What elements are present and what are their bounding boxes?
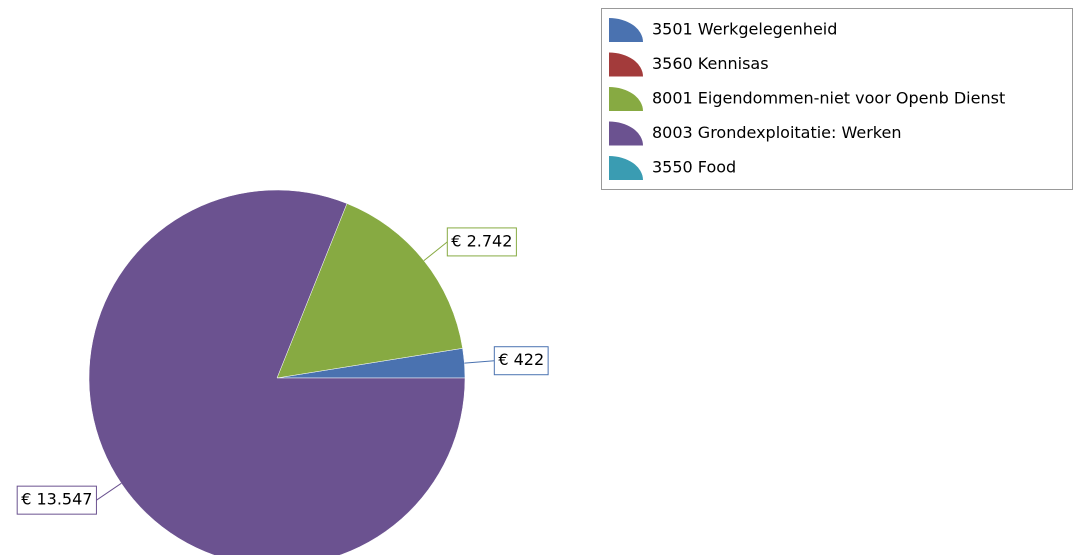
data-label: € 422 — [498, 350, 544, 369]
leader-line — [423, 241, 448, 262]
pie-slice — [88, 189, 466, 555]
legend-icon — [609, 121, 643, 146]
legend-icon — [609, 18, 643, 42]
data-label: € 13.547 — [21, 490, 92, 509]
legend-label: 3560 Kennisas — [652, 54, 769, 73]
data-label-box — [493, 346, 549, 376]
legend-icon — [609, 156, 643, 180]
legend-label: 8003 Grondexploitatie: Werken — [652, 123, 901, 142]
data-label: € 2.742 — [451, 231, 512, 250]
pie-slice — [276, 203, 463, 379]
leader-line — [96, 482, 122, 501]
legend-label: 3550 Food — [652, 158, 736, 177]
leader-line — [464, 360, 495, 364]
legend-icon — [609, 52, 643, 77]
data-label-box — [446, 227, 517, 257]
legend-icon — [609, 87, 643, 111]
legend-box — [601, 8, 1073, 190]
legend-label: 3501 Werkgelegenheid — [652, 20, 837, 39]
legend-label: 8001 Eigendommen-niet voor Openb Dienst — [652, 89, 1005, 108]
